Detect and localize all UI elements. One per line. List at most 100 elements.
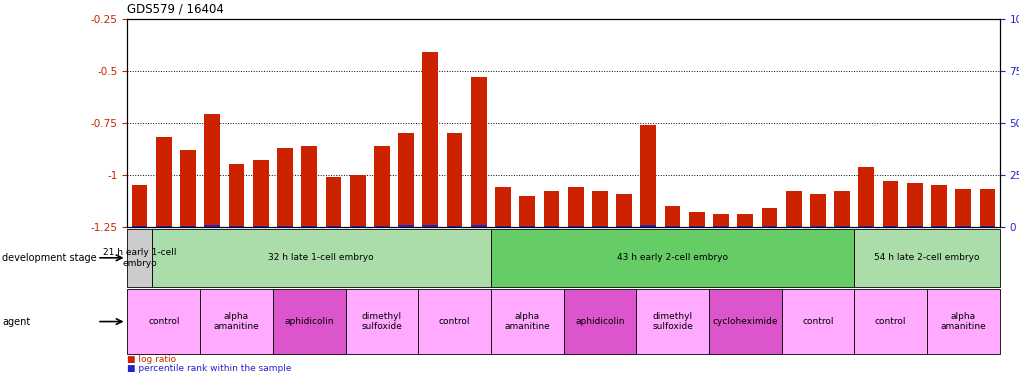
Bar [761,208,776,227]
Bar [688,212,704,227]
Bar [543,192,558,227]
Bar [127,289,200,354]
Bar [761,226,776,227]
Bar [345,289,418,354]
Bar [930,226,946,227]
Bar [712,214,729,227]
Bar [253,160,268,227]
Bar [422,52,438,227]
Text: dimethyl
sulfoxide: dimethyl sulfoxide [361,312,401,331]
Text: control: control [148,317,179,326]
Bar [156,225,171,227]
Bar [418,289,490,354]
Text: aphidicolin: aphidicolin [284,317,333,326]
Text: 54 h late 2-cell embryo: 54 h late 2-cell embryo [873,254,978,262]
Bar [834,226,849,227]
Bar [978,226,995,227]
Text: 32 h late 1-cell embryo: 32 h late 1-cell embryo [268,254,374,262]
Bar [301,146,317,227]
Bar [131,226,148,227]
Bar [374,225,389,227]
Bar [591,226,607,227]
Bar [152,229,490,287]
Bar [809,194,825,227]
Text: control: control [801,317,833,326]
Bar [854,229,999,287]
Bar [253,226,268,227]
Bar [204,225,220,227]
Bar [519,196,535,227]
Bar [180,225,196,227]
Bar [519,226,535,227]
Bar [490,289,564,354]
Text: control: control [874,317,906,326]
Bar [350,226,365,227]
Bar [688,226,704,227]
Bar [446,133,462,227]
Bar [881,181,898,227]
Bar [180,150,196,227]
Text: GDS579 / 16404: GDS579 / 16404 [127,2,224,15]
Bar [446,225,462,227]
Bar [881,226,898,227]
Bar [494,188,511,227]
Text: agent: agent [2,316,31,327]
Text: alpha
amanitine: alpha amanitine [213,312,259,331]
Bar [301,225,317,227]
Bar [926,289,999,354]
Text: 21 h early 1-cell
embryo: 21 h early 1-cell embryo [103,248,176,267]
Bar [131,185,148,227]
Text: ■ percentile rank within the sample: ■ percentile rank within the sample [127,364,291,373]
Bar [978,189,995,227]
Bar [564,289,636,354]
Text: dimethyl
sulfoxide: dimethyl sulfoxide [651,312,692,331]
Text: control: control [438,317,470,326]
Bar [228,226,245,227]
Bar [906,183,922,227]
Bar [636,289,708,354]
Bar [325,226,341,227]
Text: aphidicolin: aphidicolin [575,317,624,326]
Bar [277,148,292,227]
Bar [568,226,583,227]
Bar [664,226,680,227]
Bar [712,226,729,227]
Bar [273,289,345,354]
Text: cycloheximide: cycloheximide [712,317,777,326]
Bar [228,164,245,227]
Bar [664,206,680,227]
Bar [397,225,414,227]
Text: alpha
amanitine: alpha amanitine [503,312,549,331]
Bar [955,189,970,227]
Bar [955,226,970,227]
Bar [854,289,926,354]
Bar [543,226,558,227]
Bar [471,225,486,227]
Bar [785,226,801,227]
Bar [858,226,873,227]
Bar [640,225,655,227]
Text: ■ log ratio: ■ log ratio [127,355,176,364]
Bar [708,289,781,354]
Bar [490,229,854,287]
Text: 43 h early 2-cell embryo: 43 h early 2-cell embryo [616,254,728,262]
Bar [858,166,873,227]
Bar [834,192,849,227]
Bar [737,226,752,227]
Bar [494,226,511,227]
Bar [156,137,171,227]
Bar [422,225,438,227]
Bar [471,77,486,227]
Bar [127,229,152,287]
Text: development stage: development stage [2,253,97,263]
Bar [737,214,752,227]
Bar [785,192,801,227]
Bar [615,194,632,227]
Bar [615,226,632,227]
Bar [374,146,389,227]
Bar [204,114,220,227]
Bar [568,188,583,227]
Bar [591,192,607,227]
Bar [640,125,655,227]
Bar [200,289,273,354]
